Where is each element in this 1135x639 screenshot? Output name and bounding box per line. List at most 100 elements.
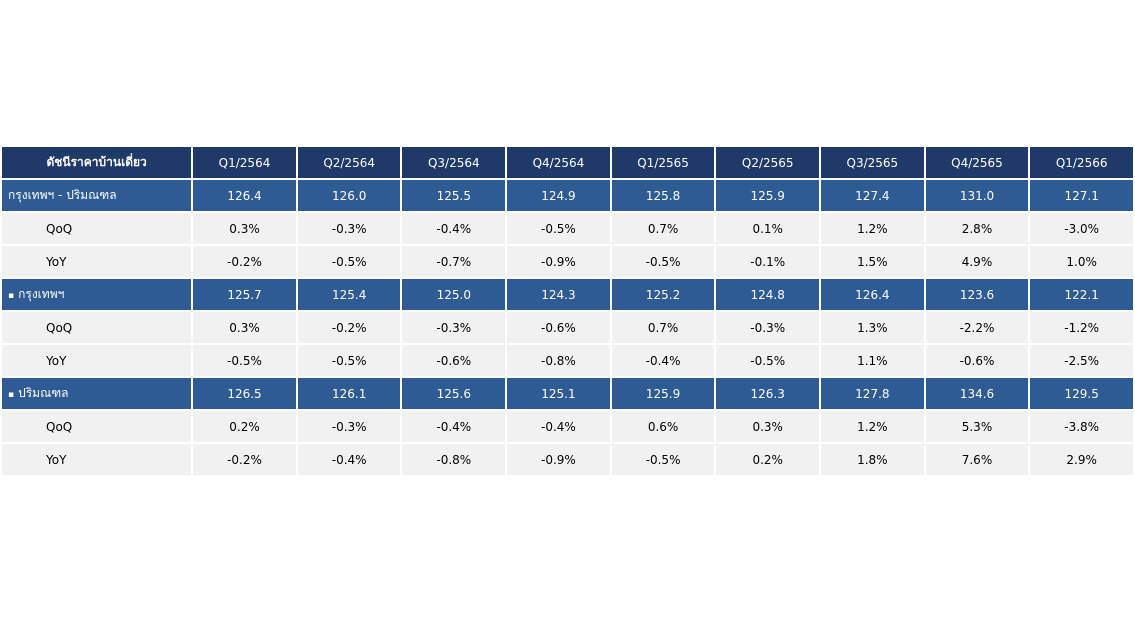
yoy-value-cell: 1.8% (821, 444, 924, 475)
qoq-row: QoQ 0.2% -0.3% -0.4% -0.4% 0.6% 0.3% 1.2% 5.3% -3… (2, 411, 1133, 442)
index-value-cell: 126.3 (716, 378, 820, 409)
index-value-cell: 126.5 (193, 378, 296, 409)
qoq-value-cell: -2.2% (925, 312, 1029, 343)
yoy-value-cell: -0.5% (297, 246, 401, 277)
yoy-value-cell: -0.4% (297, 444, 401, 475)
yoy-value-cell: -0.6% (402, 345, 506, 376)
qoq-label-cell: QoQ (2, 411, 192, 442)
yoy-value-cell: 2.9% (1030, 444, 1133, 475)
yoy-row: YoY -0.5% -0.5% -0.6% -0.8% -0.4% -0.5% 1.1% -0.… (2, 345, 1133, 376)
index-value-cell: 125.2 (611, 279, 715, 310)
yoy-value-cell: 1.5% (821, 246, 924, 277)
index-value-cell: 125.4 (297, 279, 401, 310)
yoy-value-cell: 1.1% (821, 345, 924, 376)
index-value-cell: 125.9 (716, 180, 820, 211)
index-value-cell: 124.8 (716, 279, 820, 310)
table-header-row: ดัชนีราคาบ้านเดี่ยว Q1/2564 Q2/2564 Q3/2… (2, 147, 1133, 178)
group-name: กรุงเทพฯ (18, 287, 65, 301)
index-value-cell: 126.1 (297, 378, 401, 409)
qoq-value-cell: 0.2% (193, 411, 296, 442)
index-value-cell: 126.0 (297, 180, 401, 211)
qoq-value-cell: 0.3% (193, 213, 296, 244)
qoq-value-cell: 1.2% (821, 411, 924, 442)
bullet-marker: ▪ (8, 291, 15, 301)
column-header: Q3/2565 (821, 147, 924, 178)
yoy-value-cell: -0.5% (611, 444, 715, 475)
index-value-cell: 125.9 (611, 378, 715, 409)
yoy-value-cell: -0.5% (716, 345, 820, 376)
index-value-cell: 125.1 (507, 378, 610, 409)
group-name: ปริมณฑล (18, 386, 69, 400)
index-value-cell: 125.7 (193, 279, 296, 310)
column-header: Q4/2565 (925, 147, 1029, 178)
qoq-value-cell: -1.2% (1030, 312, 1133, 343)
yoy-value-cell: -0.8% (402, 444, 506, 475)
yoy-value-cell: -0.5% (193, 345, 296, 376)
qoq-value-cell: -0.3% (716, 312, 820, 343)
yoy-value-cell: -0.5% (297, 345, 401, 376)
yoy-label-cell: YoY (2, 444, 192, 475)
index-value-cell: 131.0 (925, 180, 1029, 211)
qoq-label-cell: QoQ (2, 312, 192, 343)
column-header: Q1/2566 (1030, 147, 1133, 178)
qoq-value-cell: -3.8% (1030, 411, 1133, 442)
qoq-value-cell: 0.3% (193, 312, 296, 343)
index-value-cell: 124.3 (507, 279, 610, 310)
house-price-index-table: ดัชนีราคาบ้านเดี่ยว Q1/2564 Q2/2564 Q3/2… (0, 145, 1135, 477)
index-value-cell: 127.8 (821, 378, 924, 409)
index-value-cell: 124.9 (507, 180, 610, 211)
qoq-value-cell: 0.7% (611, 312, 715, 343)
index-value-cell: 134.6 (925, 378, 1029, 409)
yoy-value-cell: -0.2% (193, 246, 296, 277)
qoq-value-cell: -0.4% (507, 411, 610, 442)
group-row: ▪ กรุงเทพฯ 125.7 125.4 125.0 124.3 125.2 124.8 1… (2, 279, 1133, 310)
qoq-row: QoQ 0.3% -0.3% -0.4% -0.5% 0.7% 0.1% 1.2% 2.8% -3… (2, 213, 1133, 244)
yoy-value-cell: -0.4% (611, 345, 715, 376)
group-label-cell: กรุงเทพฯ - ปริมณฑล (2, 180, 192, 211)
yoy-value-cell: -0.2% (193, 444, 296, 475)
index-value-cell: 123.6 (925, 279, 1029, 310)
yoy-value-cell: 4.9% (925, 246, 1029, 277)
index-value-cell: 127.4 (821, 180, 924, 211)
qoq-row: QoQ 0.3% -0.2% -0.3% -0.6% 0.7% -0.3% 1.3% -2.2%… (2, 312, 1133, 343)
qoq-value-cell: 0.6% (611, 411, 715, 442)
qoq-value-cell: -3.0% (1030, 213, 1133, 244)
yoy-value-cell: -0.9% (507, 444, 610, 475)
index-value-cell: 127.1 (1030, 180, 1133, 211)
yoy-row: YoY -0.2% -0.5% -0.7% -0.9% -0.5% -0.1% 1.5% 4.9… (2, 246, 1133, 277)
column-header: Q3/2564 (402, 147, 506, 178)
yoy-value-cell: -0.5% (611, 246, 715, 277)
yoy-label-cell: YoY (2, 345, 192, 376)
group-label-cell: ▪ กรุงเทพฯ (2, 279, 192, 310)
index-value-cell: 126.4 (193, 180, 296, 211)
index-value-cell: 125.5 (402, 180, 506, 211)
qoq-value-cell: 5.3% (925, 411, 1029, 442)
bullet-marker: ▪ (8, 390, 15, 400)
qoq-label-cell: QoQ (2, 213, 192, 244)
group-row: ▪ ปริมณฑล 126.5 126.1 125.6 125.1 125.9 126.3 12… (2, 378, 1133, 409)
qoq-value-cell: -0.3% (297, 411, 401, 442)
yoy-label-cell: YoY (2, 246, 192, 277)
yoy-value-cell: -0.8% (507, 345, 610, 376)
qoq-value-cell: -0.3% (297, 213, 401, 244)
qoq-value-cell: -0.4% (402, 213, 506, 244)
group-name: กรุงเทพฯ - ปริมณฑล (8, 188, 117, 202)
index-value-cell: 125.0 (402, 279, 506, 310)
index-value-cell: 125.6 (402, 378, 506, 409)
index-value-cell: 125.8 (611, 180, 715, 211)
index-value-cell: 122.1 (1030, 279, 1133, 310)
index-value-cell: 126.4 (821, 279, 924, 310)
yoy-row: YoY -0.2% -0.4% -0.8% -0.9% -0.5% 0.2% 1.8% 7.6%… (2, 444, 1133, 475)
yoy-value-cell: -0.1% (716, 246, 820, 277)
column-header: Q1/2564 (193, 147, 296, 178)
qoq-value-cell: 0.1% (716, 213, 820, 244)
qoq-value-cell: -0.5% (507, 213, 610, 244)
table-body: กรุงเทพฯ - ปริมณฑล 126.4 126.0 125.5 124.9 12… (2, 180, 1133, 475)
qoq-value-cell: 0.7% (611, 213, 715, 244)
qoq-value-cell: 0.3% (716, 411, 820, 442)
header-label-cell: ดัชนีราคาบ้านเดี่ยว (2, 147, 192, 178)
column-header: Q1/2565 (611, 147, 715, 178)
qoq-value-cell: 2.8% (925, 213, 1029, 244)
qoq-value-cell: -0.3% (402, 312, 506, 343)
qoq-value-cell: 1.2% (821, 213, 924, 244)
